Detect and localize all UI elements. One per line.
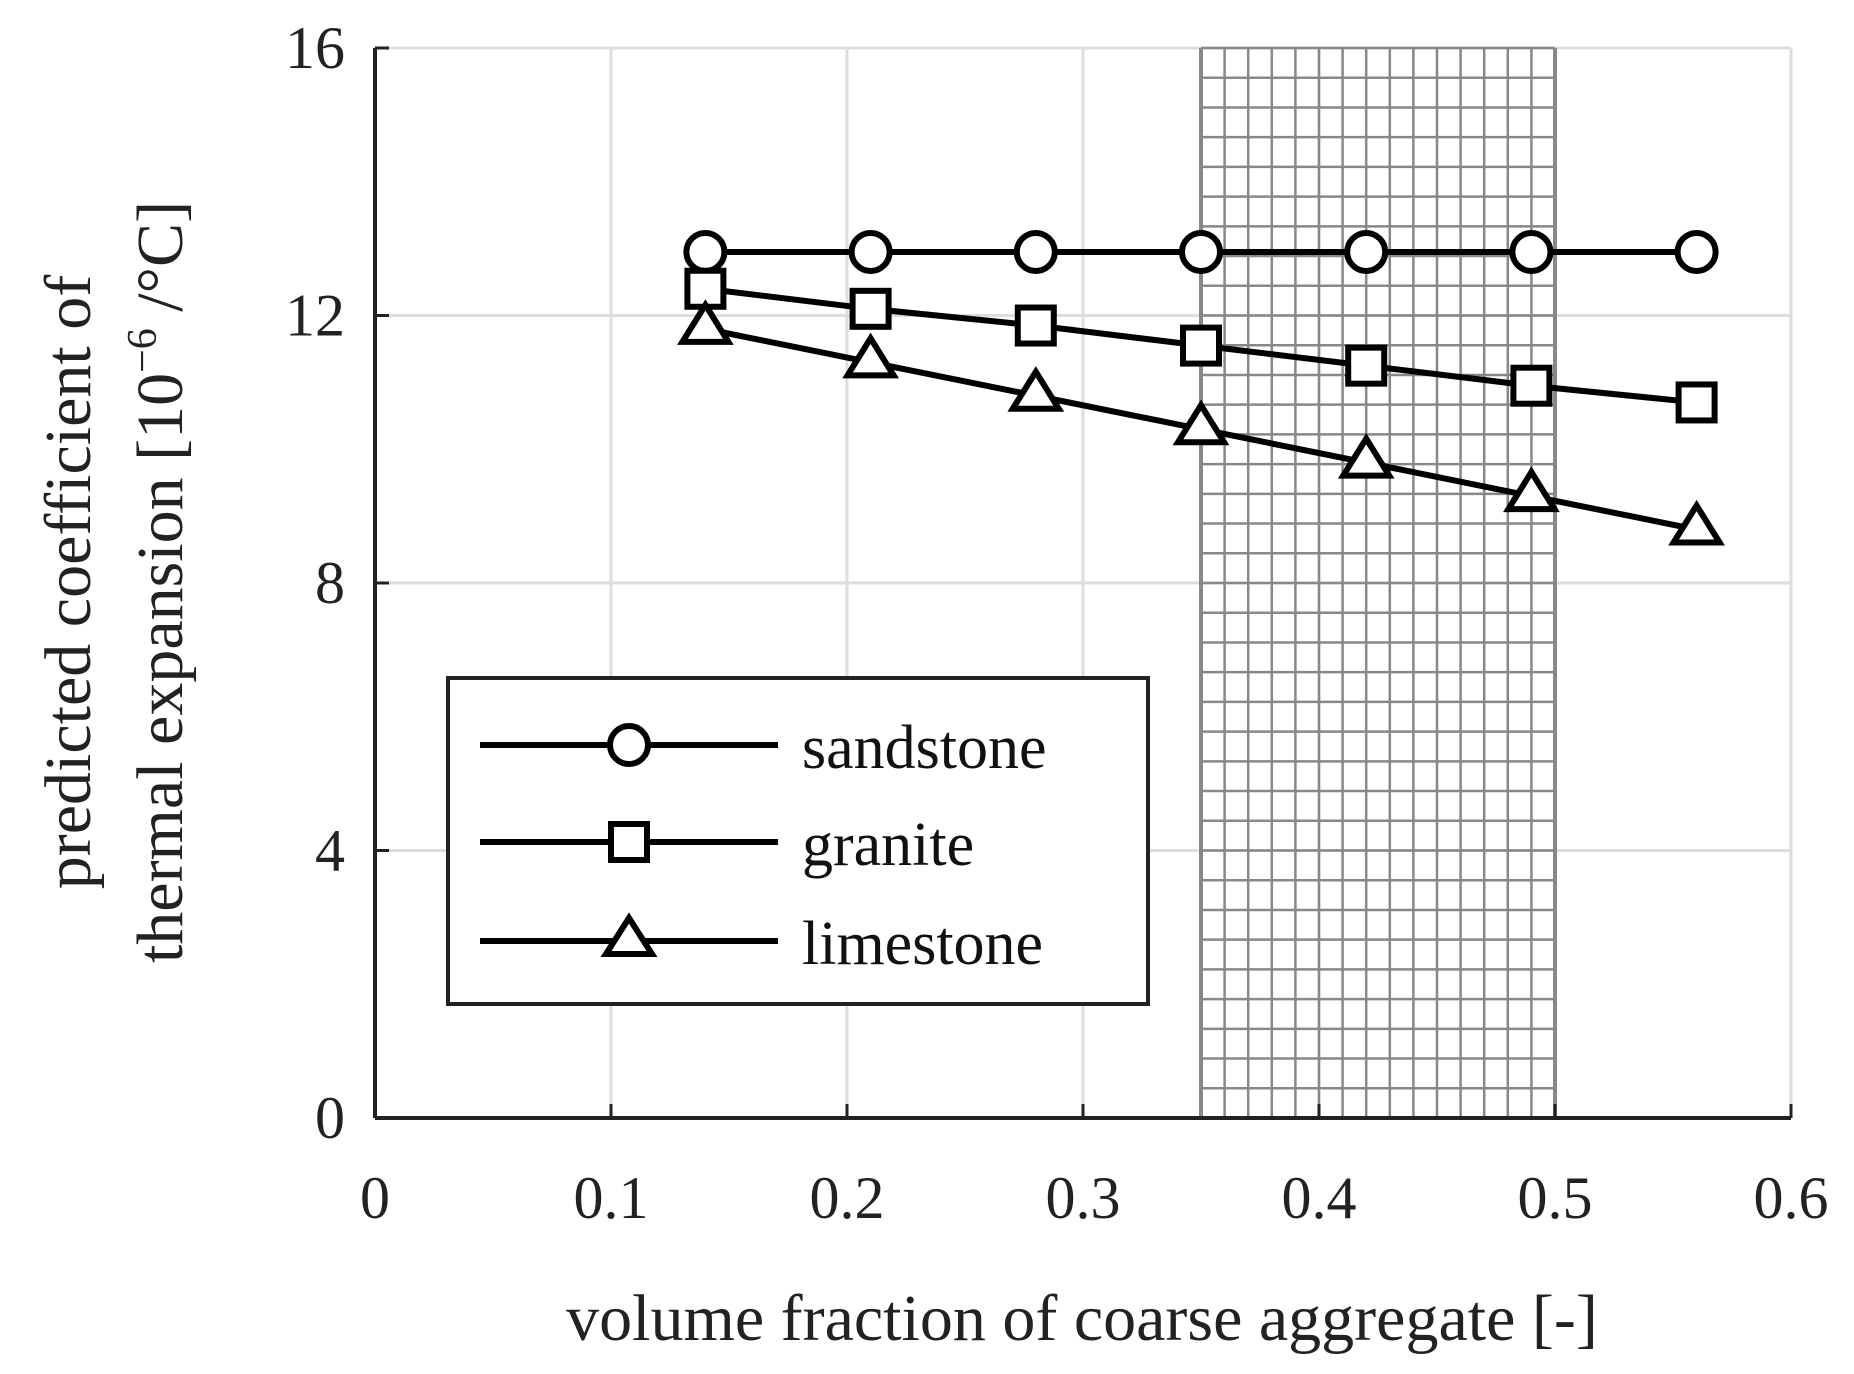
x-tick-label: 0.2: [810, 1165, 885, 1231]
legend-item-limestone: limestone: [480, 910, 1043, 978]
y-tick-label: 16: [285, 15, 345, 81]
series-sandstone: [683, 229, 1719, 274]
legend-label-granite: granite: [802, 811, 974, 879]
data-point-limestone: [1337, 432, 1395, 479]
data-point-limestone: [677, 299, 734, 345]
data-point-sandstone: [1674, 229, 1719, 274]
tick-labels: 0 0.1 0.2 0.3 0.4 0.5 0.6 0 4 8 12 16: [285, 15, 1829, 1231]
data-point-sandstone: [1179, 229, 1223, 274]
series-limestone: [677, 299, 1725, 546]
data-point-granite: [1345, 344, 1388, 387]
data-point-sandstone: [683, 229, 728, 274]
y-axis-title-suffix: /°C]: [124, 201, 197, 328]
axes: [373, 46, 1793, 1120]
x-tick-label: 0.6: [1754, 1165, 1829, 1231]
y-tick-label: 4: [315, 818, 345, 884]
legend-marker-square: [608, 821, 650, 863]
legend-label-sandstone: sandstone: [802, 714, 1047, 782]
legend-label-limestone: limestone: [802, 910, 1043, 978]
y-axis-title-line-1: predicted coefficient of: [32, 275, 105, 889]
x-tick-label: 0.5: [1518, 1165, 1593, 1231]
series-granite: [684, 267, 1718, 424]
legend-marker-triangle: [600, 912, 658, 957]
data-point-limestone: [1503, 466, 1560, 513]
shaded-region: [1199, 46, 1557, 1120]
y-axis-title-line-2: thermal expansion [10−6 /°C]: [120, 201, 197, 963]
x-tick-label: 0.4: [1282, 1165, 1357, 1231]
data-point-limestone: [842, 332, 899, 379]
legend: sandstone granite limestone: [446, 676, 1150, 1006]
data-point-sandstone: [1344, 229, 1389, 274]
data-point-granite: [1014, 304, 1057, 347]
data-point-limestone: [1172, 399, 1230, 446]
x-tick-label: 0.1: [574, 1165, 649, 1231]
y-tick-label: 8: [315, 550, 345, 616]
data-point-limestone: [1668, 499, 1725, 546]
data-point-limestone: [1007, 366, 1065, 412]
data-point-granite: [849, 287, 892, 330]
axis-labels: volume fraction of coarse aggregate [-] …: [32, 201, 1598, 1355]
data-point-sandstone: [1509, 229, 1554, 274]
x-tick-label: 0.3: [1046, 1165, 1121, 1231]
data-point-granite: [1180, 324, 1222, 367]
y-axis-title-exponent: −6: [120, 328, 166, 373]
y-tick-label: 0: [315, 1085, 345, 1151]
data-point-granite: [1675, 381, 1718, 424]
y-axis-title-prefix: thermal expansion [10: [124, 373, 197, 963]
y-tick-label: 12: [285, 283, 345, 349]
x-tick-label: 0: [360, 1165, 390, 1231]
data-point-granite: [1510, 364, 1553, 407]
series-group: [677, 229, 1725, 546]
legend-item-sandstone: sandstone: [480, 714, 1047, 782]
x-axis-title: volume fraction of coarse aggregate [-]: [566, 1282, 1598, 1355]
legend-marker-circle: [607, 723, 651, 767]
data-point-sandstone: [848, 229, 893, 274]
data-point-sandstone: [1013, 229, 1058, 274]
legend-item-granite: granite: [480, 811, 974, 879]
